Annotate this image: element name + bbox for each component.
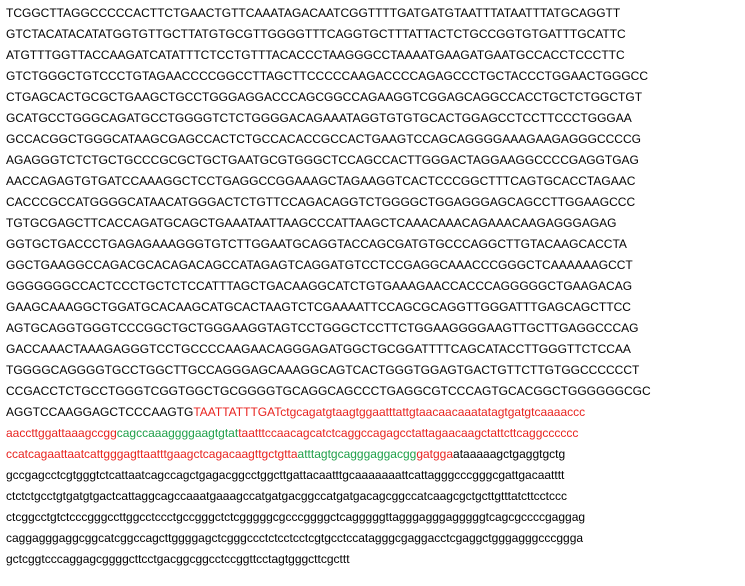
highlight-green-segment: cagccaaaggggaagtgtat xyxy=(116,426,239,440)
sequence-segment: gccgagcctcgtgggtctcattaatcagccagctgagacg… xyxy=(6,468,565,482)
sequence-segment: CACCCGCCATGGGGCATAACATGGGACTCTGTTCCAGACA… xyxy=(6,195,636,209)
sequence-line: CACCCGCCATGGGGCATAACATGGGACTCTGTTCCAGACA… xyxy=(6,192,742,213)
highlight-green-segment: atttagtgcagggaggacgg xyxy=(297,447,417,461)
sequence-segment: CCGACCTCTGCCTGGGTCGGTGGCTGCGGGGTGCAGGCAG… xyxy=(6,384,651,398)
sequence-line: GCATGCCTGGGCAGATGCCTGGGGTCTCTGGGGACAGAAA… xyxy=(6,108,742,129)
sequence-segment: GCCACGGCTGGGCATAAGCGAGCCACTCTGCCACACCGCC… xyxy=(6,132,641,146)
sequence-line: GAAGCAAAGGCTGGATGCACAAGCATGCACTAAGTCTCGA… xyxy=(6,297,742,318)
sequence-segment: ctcggcctgtctcccgggccttggcctccctgccgggctc… xyxy=(6,510,586,524)
sequence-line: TGGGGCAGGGGTGCCTGGCTTGCCAGGGAGCAAAGGCAGT… xyxy=(6,360,742,381)
sequence-segment: GGTGCTGACCCTGAGAGAAAGGGTGTCTTGGAATGCAGGT… xyxy=(6,237,627,251)
highlight-red-segment: ccatcagaattaatcattgggagttaatttgaagctcaga… xyxy=(6,447,298,461)
sequence-line: AACCAGAGTGTGATCCAAAGGCTCCTGAGGCCGGAAAGCT… xyxy=(6,171,742,192)
dna-sequence-text: TCGGCTTAGGCCCCCACTTCTGAACTGTTCAAATAGACAA… xyxy=(6,3,742,570)
sequence-segment: GCATGCCTGGGCAGATGCCTGGGGTCTCTGGGGACAGAAA… xyxy=(6,111,632,125)
sequence-line: AGTGCAGGTGGGTCCCGGCTGCTGGGAAGGTAGTCCTGGG… xyxy=(6,318,742,339)
sequence-segment: TGGGGCAGGGGTGCCTGGCTTGCCAGGGAGCAAAGGCAGT… xyxy=(6,363,640,377)
sequence-segment: GTCTGGGCTGTCCCTGTAGAACCCCGGCCTTAGCTTCCCC… xyxy=(6,69,648,83)
highlight-red-segment: gatgga xyxy=(416,447,454,461)
sequence-line: aaccttggattaaagccggcagccaaaggggaagtgtatt… xyxy=(6,423,742,444)
highlight-red-segment: TAATTATTTGATctgcagatgtaagtggaatttattgtaa… xyxy=(193,405,586,419)
sequence-segment: TCGGCTTAGGCCCCCACTTCTGAACTGTTCAAATAGACAA… xyxy=(6,6,621,20)
sequence-segment: ctctctgcctgtgatgtgactcattaggcagccaaatgaa… xyxy=(6,489,568,503)
sequence-line: AGAGGGTCTCTGCTGCCCGCGCTGCTGAATGCGTGGGCTC… xyxy=(6,150,742,171)
sequence-line: GGTGCTGACCCTGAGAGAAAGGGTGTCTTGGAATGCAGGT… xyxy=(6,234,742,255)
sequence-line: ccatcagaattaatcattgggagttaatttgaagctcaga… xyxy=(6,444,742,465)
sequence-segment: GAAGCAAAGGCTGGATGCACAAGCATGCACTAAGTCTCGA… xyxy=(6,300,631,314)
sequence-line: gccgagcctcgtgggtctcattaatcagccagctgagacg… xyxy=(6,465,742,486)
sequence-line: GTCTGGGCTGTCCCTGTAGAACCCCGGCCTTAGCTTCCCC… xyxy=(6,66,742,87)
sequence-segment: GGCTGAAGGCCAGACGCACAGACAGCCATAGAGTCAGGAT… xyxy=(6,258,633,272)
sequence-line: GGCTGAAGGCCAGACGCACAGACAGCCATAGAGTCAGGAT… xyxy=(6,255,742,276)
sequence-line: GGGGGGGCCACTCCCTGCTCTCCATTTAGCTGACAAGGCA… xyxy=(6,276,742,297)
sequence-line: AGGTCCAAGGAGCTCCCAAGTGTAATTATTTGATctgcag… xyxy=(6,402,742,423)
sequence-line: GTCTACATACATATGGTGTTGCTTATGTGCGTTGGGGTTT… xyxy=(6,24,742,45)
sequence-segment: caggagggaggcggcatcggccagcttggggagctcgggc… xyxy=(6,531,584,545)
sequence-line: ATGTTTGGTTACCAAGATCATATTTCTCCTGTTTACACCC… xyxy=(6,45,742,66)
sequence-segment: AGTGCAGGTGGGTCCCGGCTGCTGGGAAGGTAGTCCTGGG… xyxy=(6,321,639,335)
sequence-segment: AGGTCCAAGGAGCTCCCAAGTG xyxy=(6,405,194,419)
sequence-line: TCGGCTTAGGCCCCCACTTCTGAACTGTTCAAATAGACAA… xyxy=(6,3,742,24)
sequence-line: gctcggtcccaggagcggggcttcctgacggcggcctccg… xyxy=(6,549,742,570)
sequence-line: GACCAAACTAAAGAGGGTCCTGCCCCAAGAACAGGGAGAT… xyxy=(6,339,742,360)
sequence-segment: CTGAGCACTGCGCTGAAGCTGCCTGGGAGGACCCAGCGGC… xyxy=(6,90,643,104)
sequence-line: TGTGCGAGCTTCACCAGATGCAGCTGAAATAATTAAGCCC… xyxy=(6,213,742,234)
highlight-red-segment: aaccttggattaaagccgg xyxy=(6,426,117,440)
sequence-line: ctcggcctgtctcccgggccttggcctccctgccgggctc… xyxy=(6,507,742,528)
sequence-line: ctctctgcctgtgatgtgactcattaggcagccaaatgaa… xyxy=(6,486,742,507)
sequence-segment: gctcggtcccaggagcggggcttcctgacggcggcctccg… xyxy=(6,552,350,566)
sequence-line: caggagggaggcggcatcggccagcttggggagctcgggc… xyxy=(6,528,742,549)
sequence-segment: ataaaaagctgaggtgctg xyxy=(453,447,566,461)
sequence-segment: ATGTTTGGTTACCAAGATCATATTTCTCCTGTTTACACCC… xyxy=(6,48,625,62)
sequence-segment: GGGGGGGCCACTCCCTGCTCTCCATTTAGCTGACAAGGCA… xyxy=(6,279,633,293)
sequence-segment: GTCTACATACATATGGTGTTGCTTATGTGCGTTGGGGTTT… xyxy=(6,27,626,41)
sequence-segment: GACCAAACTAAAGAGGGTCCTGCCCCAAGAACAGGGAGAT… xyxy=(6,342,631,356)
sequence-line: GCCACGGCTGGGCATAAGCGAGCCACTCTGCCACACCGCC… xyxy=(6,129,742,150)
sequence-line: CCGACCTCTGCCTGGGTCGGTGGCTGCGGGGTGCAGGCAG… xyxy=(6,381,742,402)
sequence-segment: AGAGGGTCTCTGCTGCCCGCGCTGCTGAATGCGTGGGCTC… xyxy=(6,153,639,167)
sequence-segment: AACCAGAGTGTGATCCAAAGGCTCCTGAGGCCGGAAAGCT… xyxy=(6,174,636,188)
highlight-red-segment: taatttccaacagcatctcaggccagagcctattagaaca… xyxy=(238,426,579,440)
sequence-line: CTGAGCACTGCGCTGAAGCTGCCTGGGAGGACCCAGCGGC… xyxy=(6,87,742,108)
sequence-segment: TGTGCGAGCTTCACCAGATGCAGCTGAAATAATTAAGCCC… xyxy=(6,216,617,230)
